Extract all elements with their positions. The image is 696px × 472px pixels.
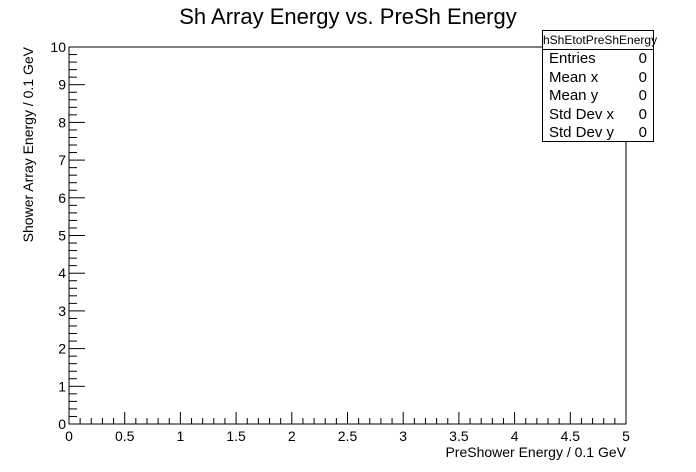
stats-row-mean-x: Mean x 0 (543, 69, 653, 88)
x-tick-label: 1.5 (226, 428, 246, 444)
y-tick-label: 1 (58, 378, 66, 394)
x-tick-label: 4 (511, 428, 519, 444)
y-tick-label: 9 (58, 77, 66, 93)
x-axis: 0 0.5 1 1.5 2 2.5 3 3.5 4 4.5 5 (65, 412, 630, 444)
x-tick-label: 1 (177, 428, 185, 444)
stats-row-entries: Entries 0 (543, 50, 653, 69)
y-tick-label: 3 (58, 303, 66, 319)
stats-value: 0 (638, 50, 647, 67)
y-tick-label: 6 (58, 190, 66, 206)
y-tick-label: 5 (58, 228, 66, 244)
stats-label: Std Dev y (549, 124, 615, 141)
x-tick-label: 2.5 (338, 428, 358, 444)
x-axis-label: PreShower Energy / 0.1 GeV (445, 444, 626, 460)
x-tick-label: 5 (622, 428, 630, 444)
stats-label: Mean y (549, 87, 599, 104)
stats-label: Std Dev x (549, 105, 615, 123)
y-tick-label: 7 (58, 152, 66, 168)
stats-row-std-dev-y: Std Dev y 0 (543, 124, 653, 143)
y-tick-label: 8 (58, 114, 66, 130)
x-tick-label: 0 (65, 428, 73, 444)
stats-value: 0 (638, 124, 647, 141)
stats-row-std-dev-x: Std Dev x 0 (543, 106, 653, 125)
stats-label: Entries (549, 50, 596, 67)
chart-title: Sh Array Energy vs. PreSh Energy (179, 4, 517, 29)
y-axis: 0 1 2 3 4 5 6 7 8 9 10 (50, 39, 85, 432)
stats-box-name: hShEtotPreShEnergy (543, 31, 657, 50)
stats-label: Mean x (549, 68, 599, 86)
stats-value: 0 (638, 68, 647, 86)
stats-value: 0 (638, 87, 647, 104)
y-tick-label: 2 (58, 341, 66, 357)
x-tick-label: 0.5 (115, 428, 135, 444)
y-tick-label: 0 (58, 416, 66, 432)
stats-row-mean-y: Mean y 0 (543, 87, 653, 106)
x-tick-label: 2 (288, 428, 296, 444)
stats-value: 0 (638, 105, 647, 123)
stats-box: hShEtotPreShEnergy Entries 0 Mean x 0 Me… (542, 30, 657, 143)
y-axis-label: Shower Array Energy / 0.1 GeV (20, 46, 36, 242)
y-tick-label: 10 (50, 39, 66, 55)
x-tick-label: 4.5 (561, 428, 581, 444)
x-tick-label: 3.5 (449, 428, 469, 444)
y-tick-label: 4 (58, 265, 66, 281)
x-tick-label: 3 (399, 428, 407, 444)
